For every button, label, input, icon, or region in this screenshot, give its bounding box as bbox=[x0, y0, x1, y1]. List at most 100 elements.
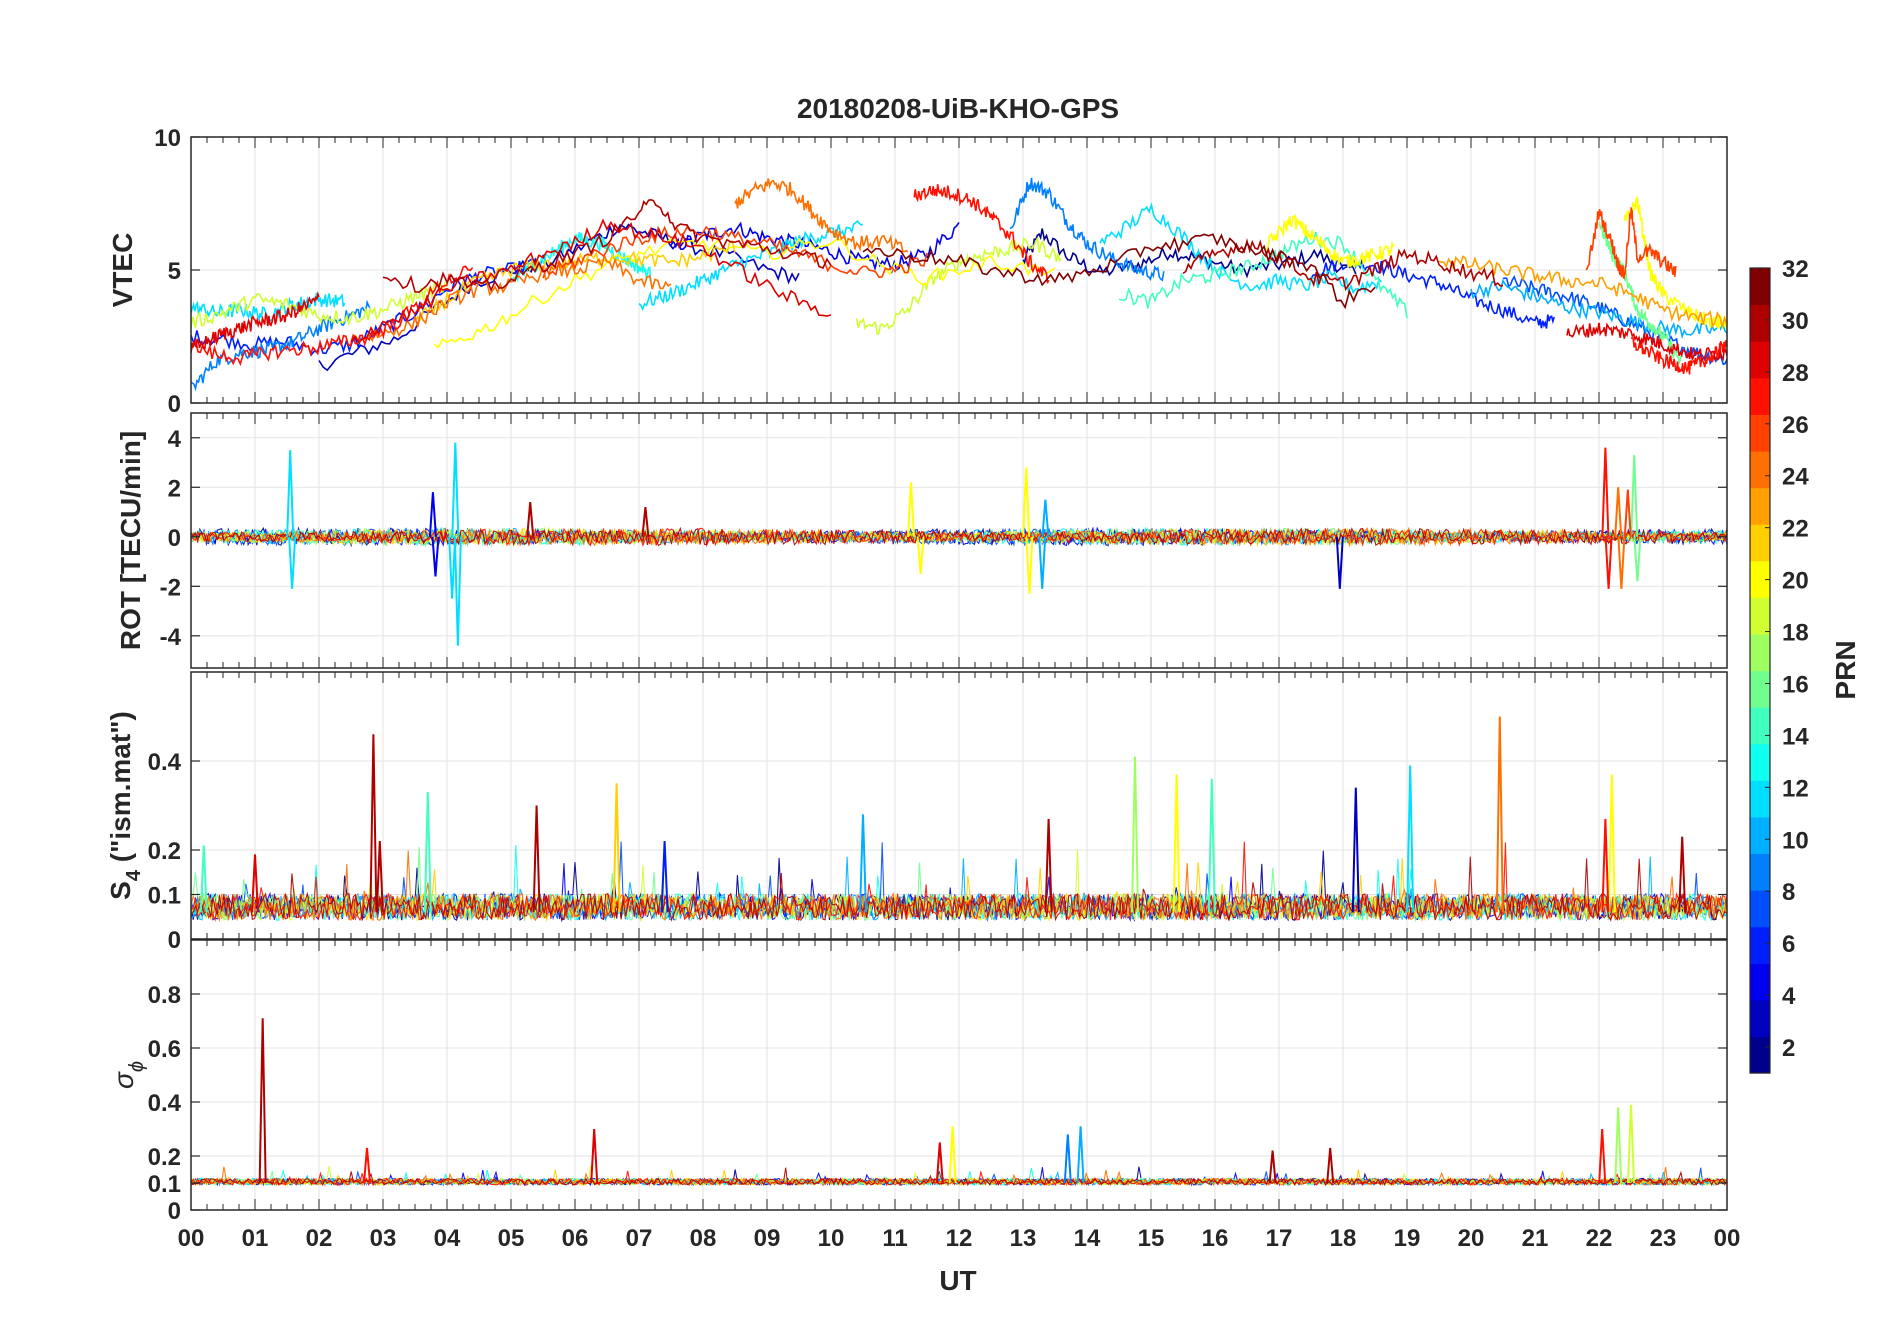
s4-spike-prn-20 bbox=[1172, 774, 1181, 913]
y-tick-label: 0 bbox=[168, 927, 181, 954]
y-tick-label: 0.2 bbox=[148, 1144, 181, 1171]
vtec-series-prn-23 bbox=[1438, 255, 1727, 328]
rot-spike-prn-12 bbox=[453, 536, 462, 646]
x-tick-label: 10 bbox=[818, 1225, 845, 1252]
vtec-series-prn-8 bbox=[1009, 177, 1165, 282]
chart-title: 20180208-UiB-KHO-GPS bbox=[797, 93, 1119, 124]
y-tick-label: 10 bbox=[154, 125, 181, 152]
colorbar-segment bbox=[1750, 377, 1770, 415]
colorbar-label: PRN bbox=[1830, 640, 1861, 699]
vtec-series-prn-20 bbox=[1623, 196, 1727, 330]
colorbar-segment bbox=[1750, 414, 1770, 452]
colorbar-segment bbox=[1750, 597, 1770, 635]
colorbar-segment bbox=[1750, 487, 1770, 525]
s4-spike-prn-30 bbox=[375, 841, 384, 913]
vtec-series-prn-13 bbox=[510, 232, 653, 283]
colorbar-tick-label: 16 bbox=[1782, 671, 1809, 698]
colorbar-tick-label: 10 bbox=[1782, 827, 1809, 854]
vtec-series-prn-29 bbox=[191, 291, 320, 353]
vtec-series-prn-19 bbox=[191, 281, 448, 329]
y-tick-label: 0.4 bbox=[148, 1090, 182, 1117]
vtec-series-prn-18 bbox=[855, 237, 1062, 336]
y-tick-label: 0.4 bbox=[148, 749, 182, 776]
colorbar-tick-label: 4 bbox=[1782, 983, 1796, 1010]
rot-spike-prn-20 bbox=[907, 482, 915, 537]
x-tick-label: 13 bbox=[1010, 1225, 1037, 1252]
x-tick-label: 04 bbox=[434, 1225, 461, 1252]
y-axis-label-sigma_phi: σϕ bbox=[108, 1061, 148, 1089]
colorbar-tick-label: 22 bbox=[1782, 516, 1809, 543]
y-axis-label-vtec: VTEC bbox=[107, 233, 138, 308]
sigma_phi-spike-prn-10 bbox=[1076, 1126, 1085, 1184]
sigma_phi-spike-prn-29 bbox=[590, 1128, 599, 1184]
rot-spike-prn-16 bbox=[1633, 536, 1642, 582]
colorbar-segment bbox=[1750, 670, 1770, 708]
s4-spike-prn-30 bbox=[532, 805, 541, 913]
colorbar-tick-label: 12 bbox=[1782, 775, 1809, 802]
colorbar-tick-label: 8 bbox=[1782, 879, 1795, 906]
rot-spike-prn-20 bbox=[1022, 467, 1031, 537]
colorbar-tick-label: 6 bbox=[1782, 931, 1795, 958]
x-tick-label: 02 bbox=[306, 1225, 333, 1252]
sigma_phi-spike-prn-17 bbox=[1614, 1107, 1623, 1184]
x-tick-label: 00 bbox=[178, 1225, 205, 1252]
s4-spike-prn-17 bbox=[1131, 756, 1139, 913]
vtec-series-prn-12 bbox=[638, 219, 864, 312]
vtec-series-prn-26 bbox=[542, 225, 928, 279]
rot-spike-prn-4 bbox=[428, 492, 437, 537]
y-tick-label: 0.2 bbox=[148, 838, 181, 865]
y-tick-label: 2 bbox=[168, 475, 181, 502]
colorbar-tick-label: 26 bbox=[1782, 412, 1809, 439]
s4-spike-prn-14 bbox=[423, 792, 432, 913]
colorbar-tick-label: 18 bbox=[1782, 620, 1809, 647]
s4-spike-prn-30 bbox=[1044, 818, 1053, 913]
vtec-series-prn-29 bbox=[350, 218, 832, 344]
x-tick-label: 23 bbox=[1650, 1225, 1677, 1252]
s4-spike-prn-28 bbox=[1601, 818, 1610, 913]
colorbar-segment bbox=[1750, 816, 1770, 855]
vtec-series-prn-26 bbox=[1585, 207, 1677, 280]
rot-series-prn-31 bbox=[191, 526, 1727, 547]
y-tick-label: 0.8 bbox=[148, 982, 181, 1009]
y-tick-label: 0 bbox=[168, 391, 181, 418]
sigma_phi-spike-prn-29 bbox=[935, 1142, 944, 1184]
s4-spike-prn-24 bbox=[1495, 716, 1504, 913]
s4-series-prn-28 bbox=[191, 841, 1727, 923]
colorbar-tick-label: 20 bbox=[1782, 568, 1809, 595]
rot-spike-prn-25 bbox=[1614, 487, 1623, 537]
colorbar-segment bbox=[1750, 341, 1770, 379]
rot-spike-prn-4 bbox=[431, 536, 440, 577]
x-tick-label: 14 bbox=[1074, 1225, 1101, 1252]
colorbar-segment bbox=[1750, 633, 1770, 672]
vtec-series-prn-16 bbox=[1598, 220, 1683, 366]
y-tick-label: 0.1 bbox=[148, 1171, 181, 1198]
rot-spike-prn-12 bbox=[451, 442, 460, 537]
x-tick-label: 09 bbox=[754, 1225, 781, 1252]
colorbar-segment bbox=[1750, 450, 1770, 489]
colorbar-segment bbox=[1750, 524, 1770, 562]
sigma_phi-spike-prn-31 bbox=[1268, 1150, 1277, 1184]
x-tick-label: 03 bbox=[370, 1225, 397, 1252]
colorbar-segment bbox=[1750, 890, 1770, 928]
rot-spike-prn-27 bbox=[1601, 447, 1610, 537]
panel-frame bbox=[190, 671, 1728, 940]
colorbar-segment bbox=[1750, 268, 1770, 306]
colorbar-segment bbox=[1750, 707, 1770, 745]
s4-spike-prn-30 bbox=[1678, 836, 1687, 913]
sigma_phi-series-prn-31 bbox=[191, 1167, 1727, 1187]
colorbar-frame bbox=[1749, 267, 1771, 1074]
sigma_phi-spike-prn-27 bbox=[1598, 1128, 1607, 1184]
colorbar-segment bbox=[1750, 926, 1770, 964]
y-tick-label: 0.1 bbox=[148, 883, 181, 910]
x-tick-label: 21 bbox=[1522, 1225, 1549, 1252]
rot-series-prn-28 bbox=[191, 527, 1727, 548]
colorbar-tick-label: 30 bbox=[1782, 308, 1809, 335]
panel-sigma_phi bbox=[191, 1018, 1727, 1187]
sigma_phi-spike-prn-18 bbox=[1627, 1104, 1635, 1184]
rot-spike-prn-10 bbox=[1038, 536, 1047, 589]
y-tick-label: 0 bbox=[168, 1198, 181, 1225]
colorbar-tick-label: 14 bbox=[1782, 723, 1809, 750]
sigma_phi-spike-prn-20 bbox=[948, 1126, 957, 1184]
vtec-series-prn-11 bbox=[1099, 202, 1383, 295]
panel-frame bbox=[190, 136, 1728, 404]
